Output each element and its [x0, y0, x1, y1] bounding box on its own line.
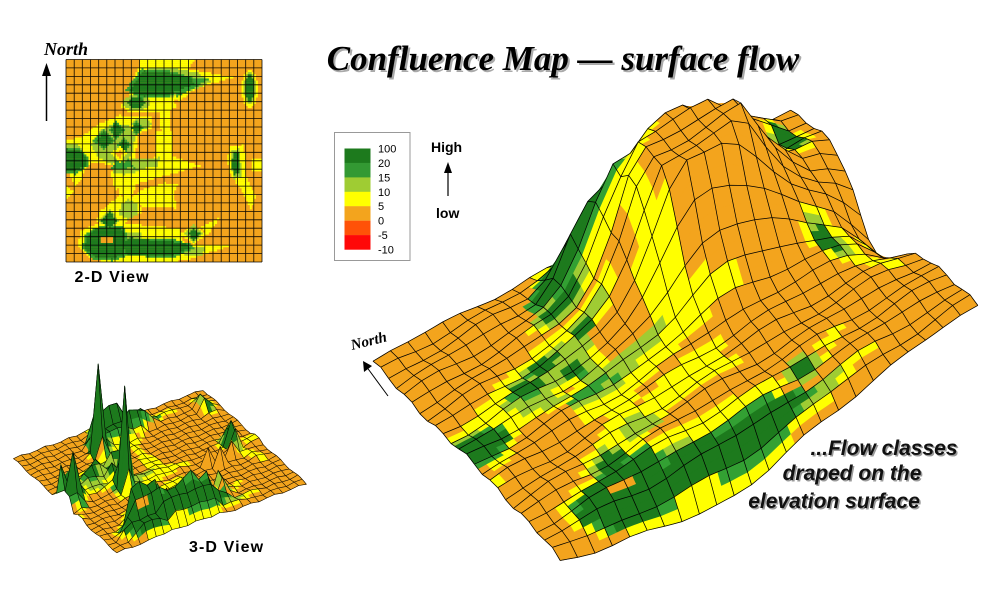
svg-text:...Flow classes: ...Flow classes [812, 439, 959, 462]
svg-text:High: High [431, 139, 462, 155]
svg-text:15: 15 [378, 172, 390, 184]
svg-text:Confluence Map — surface flow: Confluence Map — surface flow [327, 39, 800, 78]
svg-text:20: 20 [378, 158, 390, 170]
svg-text:5: 5 [378, 201, 384, 213]
svg-text:-5: -5 [378, 230, 388, 242]
svg-text:3-D View: 3-D View [189, 539, 264, 556]
svg-text:Confluence Map — surface flow: Confluence Map — surface flow [329, 41, 802, 80]
svg-text:...Flow classes: ...Flow classes [810, 437, 957, 460]
svg-text:elevation surface: elevation surface [748, 490, 920, 513]
svg-text:2-D View: 2-D View [75, 269, 150, 286]
svg-text:elevation surface: elevation surface [750, 492, 922, 515]
svg-text:10: 10 [378, 187, 390, 199]
svg-text:North: North [43, 39, 88, 59]
svg-text:0: 0 [378, 216, 384, 228]
svg-text:draped on the: draped on the [783, 462, 922, 485]
svg-text:-10: -10 [378, 245, 394, 257]
svg-text:North: North [348, 329, 388, 354]
svg-text:100: 100 [378, 144, 396, 156]
svg-text:draped on the: draped on the [784, 464, 923, 487]
svg-text:low: low [436, 205, 459, 221]
